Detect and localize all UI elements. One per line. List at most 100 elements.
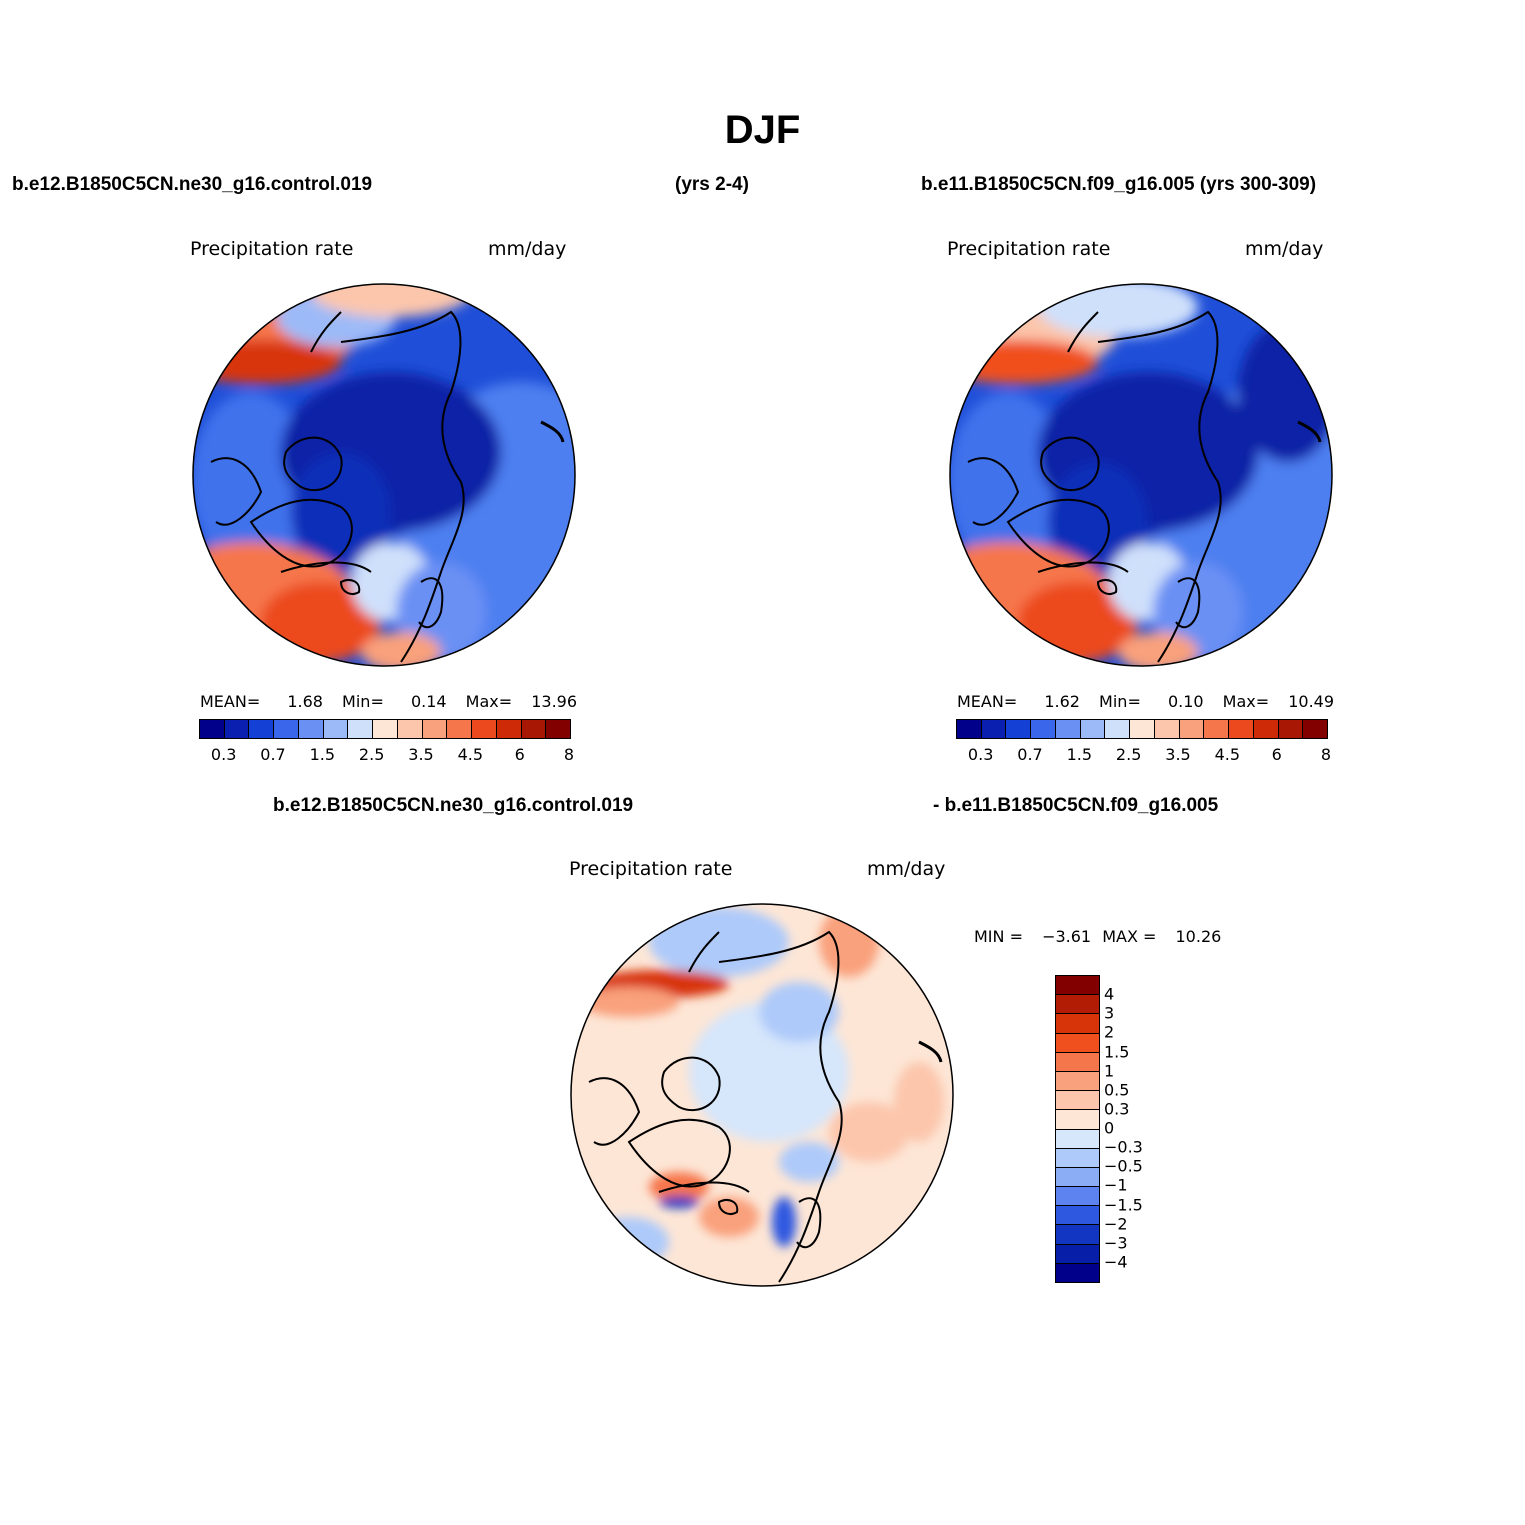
colorbar-box	[1130, 720, 1155, 738]
colorbar-box	[1056, 1244, 1099, 1264]
diff-stats: MIN = −3.61 MAX = 10.26	[974, 927, 1221, 946]
colorbar-tick-label: 2	[1104, 1022, 1115, 1042]
right-min-label: Min=	[1099, 692, 1141, 711]
colorbar-tick-label: 0.7	[1017, 745, 1043, 764]
colorbar-box	[1056, 1167, 1099, 1188]
colorbar-box	[1055, 720, 1081, 738]
colorbar-tick-label: 1.5	[1066, 745, 1093, 764]
colorbar-tick-label: 0.3	[1104, 1099, 1130, 1119]
colorbar-tick-label: 6	[514, 745, 525, 764]
colorbar-box	[1056, 1148, 1099, 1168]
diff-max-label: MAX =	[1102, 927, 1157, 946]
left-mean-label: MEAN=	[200, 692, 261, 711]
diff-min-label: MIN =	[974, 927, 1023, 946]
colorbar-box	[1278, 720, 1304, 738]
left-mean-value: 1.68	[287, 692, 323, 711]
colorbar-box	[422, 720, 448, 738]
right-polar-map	[949, 283, 1333, 667]
colorbar-tick-label: 6	[1271, 745, 1282, 764]
bottom-case-b-label: - b.e11.B1850C5CN.f09_g16.005	[933, 795, 1219, 816]
colorbar-box	[1056, 1014, 1099, 1034]
colorbar-box	[274, 720, 299, 738]
colorbar-box	[1303, 720, 1328, 738]
diff-colorbar	[1055, 975, 1100, 1283]
right-colorbar	[956, 719, 1328, 739]
colorbar-tick-label: 4.5	[457, 745, 484, 764]
colorbar-box	[546, 720, 571, 738]
colorbar-tick-label: 0.3	[210, 745, 237, 764]
colorbar-tick-label: 0	[1104, 1118, 1115, 1138]
colorbar-box	[1179, 720, 1205, 738]
colorbar-tick-label: 1.5	[309, 745, 336, 764]
colorbar-box	[249, 720, 275, 738]
colorbar-tick-label: −0.3	[1104, 1137, 1143, 1157]
colorbar-box	[1253, 720, 1279, 738]
colorbar-box	[1056, 1187, 1099, 1207]
right-max-value: 10.49	[1288, 692, 1335, 711]
colorbar-tick-label: 2.5	[358, 745, 385, 764]
colorbar-tick-label: 3.5	[1165, 745, 1191, 764]
colorbar-box	[1056, 1071, 1099, 1092]
colorbar-box	[981, 720, 1007, 738]
colorbar-box	[1056, 1263, 1099, 1282]
left-colorbar-ticks: 0.3 0.7 1.5 2.5 3.5 4.5 6 8	[199, 745, 574, 765]
right-min-value: 0.10	[1167, 692, 1204, 711]
colorbar-tick-label: 2.5	[1115, 745, 1142, 764]
colorbar-box	[1056, 1091, 1099, 1111]
colorbar-box	[1105, 720, 1131, 738]
colorbar-box	[1056, 1206, 1099, 1226]
top-right-case-label: b.e11.B1850C5CN.f09_g16.005 (yrs 300-309…	[921, 174, 1317, 195]
right-colorbar-ticks: 0.3 0.7 1.5 2.5 3.5 4.5 6 8	[956, 745, 1331, 765]
figure-title: DJF	[724, 108, 801, 152]
colorbar-box	[397, 720, 423, 738]
left-stats: MEAN= 1.68 Min= 0.14 Max= 13.96	[200, 692, 577, 711]
colorbar-tick-label: 4	[1104, 984, 1115, 1004]
colorbar-box	[200, 720, 225, 738]
colorbar-box	[1154, 720, 1180, 738]
colorbar-box	[1031, 720, 1056, 738]
bottom-case-a-label: b.e12.B1850C5CN.ne30_g16.control.019	[273, 795, 634, 816]
colorbar-box	[1056, 1052, 1099, 1072]
colorbar-box	[373, 720, 398, 738]
colorbar-box	[224, 720, 250, 738]
colorbar-tick-label: 1.5	[1104, 1042, 1130, 1061]
diff-min-value: −3.61	[1042, 927, 1092, 946]
right-mean-label: MEAN=	[957, 692, 1018, 711]
colorbar-tick-label: 0.7	[260, 745, 286, 764]
colorbar-tick-label: −1	[1104, 1175, 1128, 1195]
colorbar-box	[348, 720, 374, 738]
colorbar-tick-label: 8	[563, 745, 575, 764]
colorbar-box	[1056, 976, 1099, 996]
colorbar-box	[1056, 1225, 1099, 1245]
colorbar-box	[447, 720, 473, 738]
colorbar-tick-label: 0.3	[967, 745, 994, 764]
diff-polar-map	[570, 903, 954, 1287]
colorbar-box	[1229, 720, 1254, 738]
left-polar-map	[192, 283, 576, 667]
diff-max-value: 10.26	[1175, 927, 1222, 946]
colorbar-box	[1006, 720, 1032, 738]
left-min-label: Min=	[342, 692, 384, 711]
colorbar-tick-label: 1	[1104, 1061, 1115, 1081]
diff-panel-units: mm/day	[867, 858, 946, 880]
left-max-label: Max=	[465, 692, 513, 711]
diff-colorbar-ticks: 4 3 2 1.5 1 0.5 0.3 0 −0.3 −0.5 −1 −1.5 −2 −3 −4	[1104, 975, 1164, 1281]
colorbar-tick-label: −3	[1104, 1233, 1128, 1253]
left-min-value: 0.14	[410, 692, 447, 711]
colorbar-box	[1056, 995, 1099, 1015]
left-max-value: 13.96	[531, 692, 578, 711]
colorbar-tick-label: −1.5	[1104, 1195, 1143, 1214]
colorbar-box	[1056, 1129, 1099, 1149]
colorbar-tick-label: −4	[1104, 1252, 1128, 1272]
colorbar-box	[1056, 1110, 1099, 1130]
colorbar-tick-label: 0.5	[1104, 1080, 1130, 1100]
right-stats: MEAN= 1.62 Min= 0.10 Max= 10.49	[957, 692, 1334, 711]
right-max-label: Max=	[1222, 692, 1270, 711]
colorbar-tick-label: 8	[1320, 745, 1332, 764]
colorbar-tick-label: −0.5	[1104, 1156, 1143, 1176]
colorbar-tick-label: 3.5	[408, 745, 434, 764]
top-left-years-label: (yrs 2-4)	[675, 174, 749, 195]
right-panel-units: mm/day	[1245, 238, 1324, 260]
colorbar-box	[957, 720, 982, 738]
colorbar-tick-label: 4.5	[1214, 745, 1241, 764]
